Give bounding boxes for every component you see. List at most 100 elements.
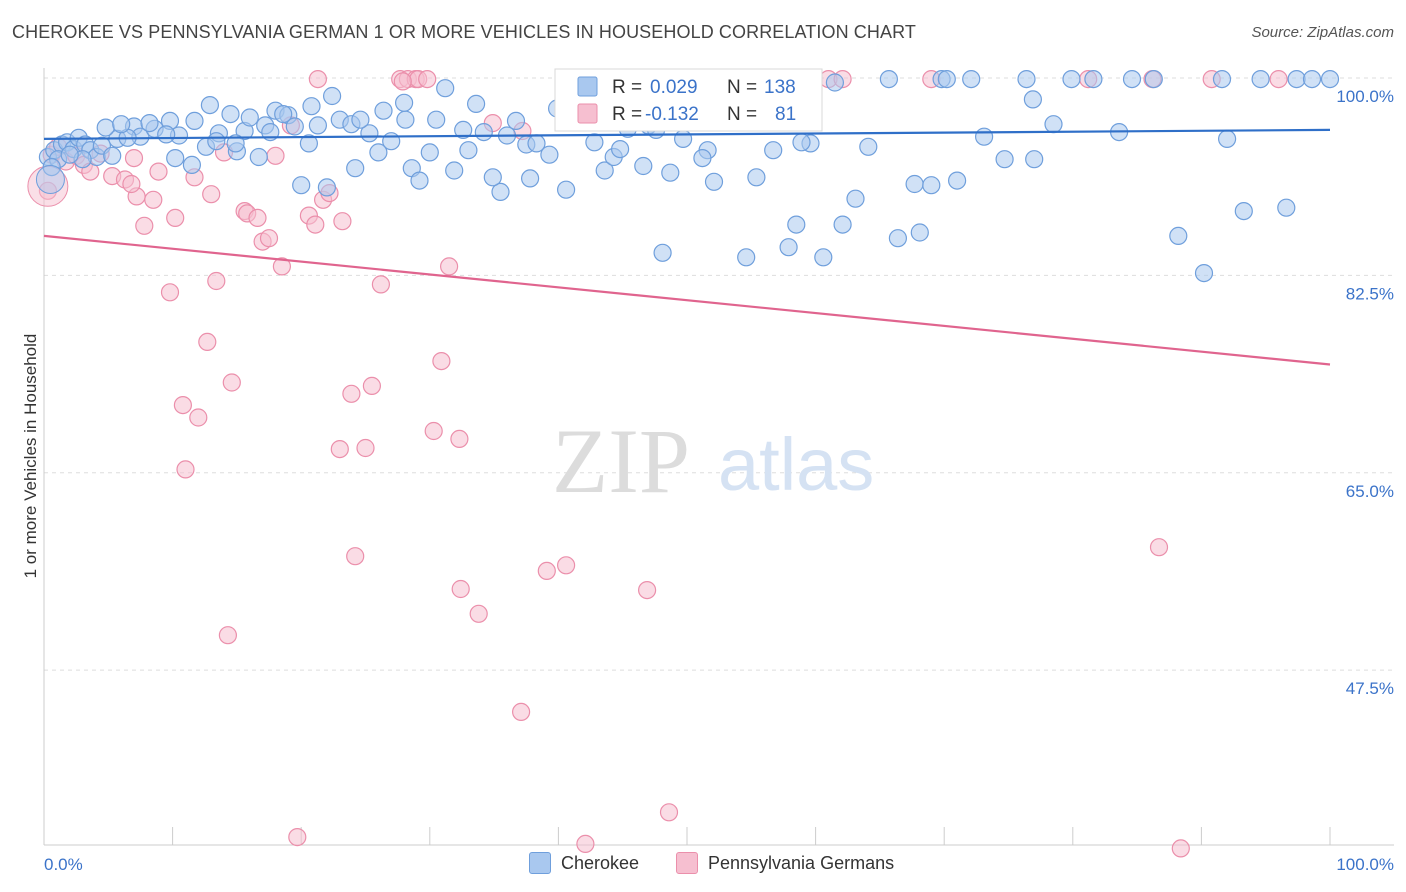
penn-point-56 <box>537 561 556 581</box>
cherokee-point-98 <box>1025 150 1044 169</box>
penn-point-39 <box>346 547 365 566</box>
penn-point-23 <box>218 626 237 645</box>
penn-point-13 <box>149 162 168 181</box>
cherokee-point-107 <box>445 161 464 180</box>
cherokee-point-84 <box>1023 90 1043 109</box>
penn-point-15 <box>166 208 185 227</box>
cherokee-point-90 <box>1144 69 1163 89</box>
penn-point-51 <box>450 429 469 448</box>
cherokee-point-108 <box>427 110 446 129</box>
penn-point-77 <box>176 460 195 479</box>
cherokee-point-121 <box>140 113 159 133</box>
cherokee-point-74 <box>879 69 899 89</box>
cherokee-point-58 <box>653 243 672 262</box>
stats-row2-n-value: 81 <box>775 104 796 125</box>
cherokee-point-89 <box>1122 69 1142 89</box>
cherokee-point-142 <box>1302 69 1322 89</box>
stats-row1-r-label: R = <box>612 77 642 98</box>
cherokee-point-117 <box>207 132 226 151</box>
legend-penn[interactable]: Pennsylvania Germans <box>676 852 894 874</box>
cherokee-point-103 <box>610 140 630 159</box>
legend-cherokee[interactable]: Cherokee <box>529 852 639 874</box>
cherokee-point-112 <box>317 178 336 197</box>
cherokee-point-105 <box>520 169 540 188</box>
cherokee-point-22 <box>249 147 268 167</box>
cherokee-point-119 <box>185 111 204 131</box>
penn-point-34 <box>306 215 325 234</box>
penn-point-50 <box>440 257 459 276</box>
cherokee-point-82 <box>995 150 1014 169</box>
cherokee-point-141 <box>1251 69 1270 89</box>
cherokee-point-57 <box>634 156 653 176</box>
cherokee-point-114 <box>274 104 293 124</box>
cherokee-point-93 <box>1212 69 1232 89</box>
penn-point-14 <box>160 283 180 302</box>
cherokee-point-67 <box>787 215 806 234</box>
penn-point-74 <box>122 174 141 194</box>
cherokee-point-118 <box>200 95 219 115</box>
penn-point-27 <box>248 208 267 227</box>
x-tick-label-max: 100.0% <box>1336 855 1394 874</box>
cherokee-point-70 <box>825 73 845 92</box>
cherokee-point-129 <box>112 115 131 134</box>
y-tick-label-2: 65.0% <box>1346 482 1394 501</box>
cherokee-point-48 <box>540 145 559 164</box>
penn-point-38 <box>342 384 361 403</box>
penn-point-47 <box>418 69 437 89</box>
x-tick-label-min: 0.0% <box>44 855 83 874</box>
cherokee-point-72 <box>846 189 865 208</box>
cherokee-point-66 <box>779 238 798 257</box>
cherokee-point-30 <box>323 86 342 106</box>
cherokee-point-50 <box>556 180 576 199</box>
penn-trend-line <box>43 234 1331 366</box>
cherokee-point-110 <box>369 143 388 162</box>
penn-point-32 <box>288 827 307 847</box>
cherokee-point-128 <box>96 118 115 137</box>
penn-point-19 <box>198 332 217 351</box>
penn-point-20 <box>202 185 221 204</box>
cherokee-point-83 <box>1017 69 1036 89</box>
cherokee-point-120 <box>157 125 176 144</box>
stats-box: R = 0.029 N = 138 R = -0.132 N = 81 <box>554 68 823 132</box>
cherokee-point-115 <box>240 108 259 127</box>
stats-row2-r-value: -0.132 <box>645 104 699 125</box>
cherokee-point-85 <box>1044 115 1063 134</box>
penn-point-57 <box>556 556 576 575</box>
penn-point-21 <box>207 271 226 291</box>
cherokee-point-81 <box>974 127 994 146</box>
y-tick-label-0: 100.0% <box>1336 87 1394 106</box>
cherokee-point-38 <box>410 171 429 190</box>
cherokee-point-40 <box>436 79 455 98</box>
cherokee-point-132 <box>351 110 370 129</box>
cherokee-point-34 <box>374 101 393 120</box>
penn-point-11 <box>135 216 154 235</box>
cherokee-point-94 <box>1234 202 1253 221</box>
cherokee-point-96 <box>1287 69 1306 89</box>
cherokee-point-97 <box>1320 69 1340 89</box>
cherokee-point-87 <box>1084 69 1103 89</box>
penn-point-42 <box>371 275 390 294</box>
watermark-atlas: atlas <box>718 423 874 506</box>
cherokee-point-39 <box>420 143 439 162</box>
y-tick-label-3: 47.5% <box>1346 679 1394 698</box>
penn-point-59 <box>637 580 657 600</box>
penn-point-73 <box>124 149 144 168</box>
cherokee-point-53 <box>585 133 604 152</box>
cherokee-point-116 <box>226 134 245 153</box>
cherokee-point-42 <box>467 94 486 114</box>
legend-penn-swatch <box>676 852 698 874</box>
cherokee-point-36 <box>396 110 415 129</box>
penn-point-69 <box>1171 839 1190 858</box>
penn-point-37 <box>333 212 352 231</box>
cherokee-point-19 <box>221 104 240 124</box>
cherokee-point-64 <box>764 141 783 160</box>
cherokee-point-29 <box>308 116 327 135</box>
cherokee-point-27 <box>292 176 311 195</box>
cherokee-point-41 <box>454 120 473 139</box>
penn-point-76 <box>511 702 531 722</box>
penn-point-71 <box>1269 69 1288 89</box>
cherokee-point-92 <box>1194 264 1214 283</box>
cherokee-point-113 <box>302 97 321 116</box>
cherokee-point-73 <box>859 137 878 156</box>
